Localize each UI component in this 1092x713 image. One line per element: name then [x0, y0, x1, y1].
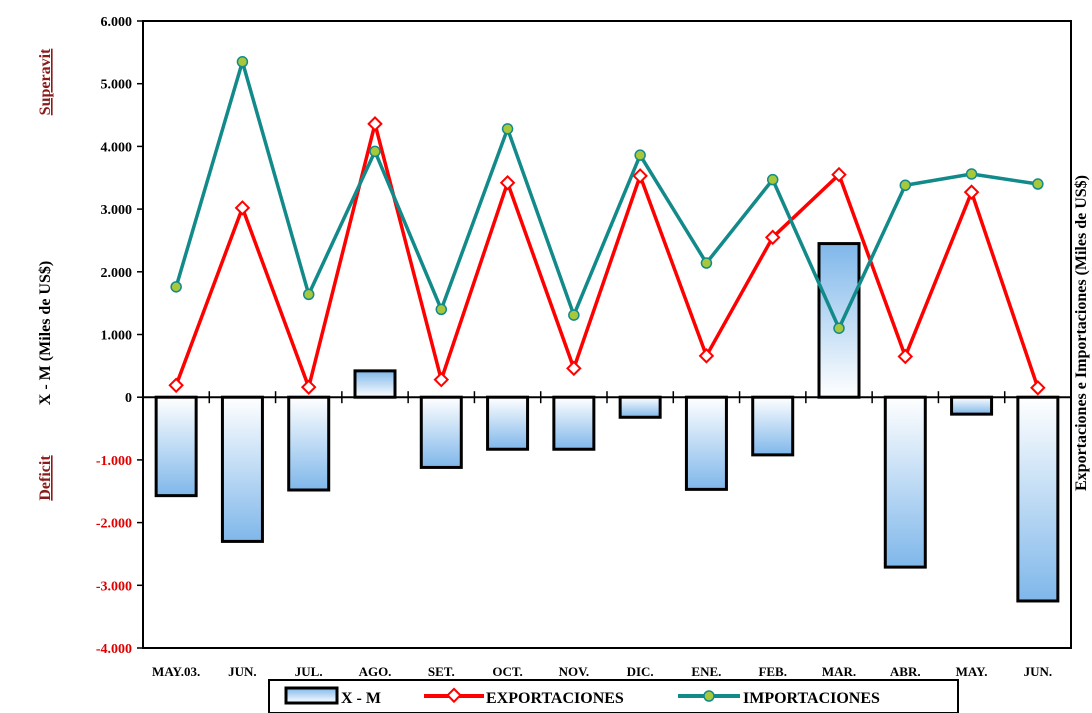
point-importaciones — [170, 281, 182, 293]
point-exportaciones — [566, 360, 582, 377]
y-tick-label: -4.000 — [96, 642, 132, 657]
bar-x-m — [817, 242, 861, 399]
annotation-deficit: Deficit — [37, 455, 54, 501]
bar-x-m — [220, 395, 264, 543]
x-tick-label: MAR. — [822, 664, 856, 679]
point-importaciones — [833, 322, 845, 334]
legend-label-x-m: X - M — [341, 690, 381, 707]
legend-marker-importaciones — [703, 690, 715, 702]
point-exportaciones — [499, 174, 516, 191]
point-exportaciones — [168, 377, 184, 394]
x-tick-label: AGO. — [359, 664, 392, 679]
bar-x-m — [751, 395, 795, 457]
legend-label-exportaciones: EXPORTACIONES — [486, 690, 624, 707]
annotation-superavit: Superavit — [37, 48, 54, 115]
point-exportaciones — [831, 166, 847, 183]
point-importaciones — [302, 288, 315, 301]
y-tick-label: 6.000 — [101, 15, 133, 30]
point-importaciones — [700, 257, 713, 269]
point-importaciones — [236, 56, 249, 68]
point-exportaciones — [764, 229, 781, 246]
bar-x-m — [154, 395, 198, 498]
bar-x-m — [486, 395, 530, 451]
legend-label-importaciones: IMPORTACIONES — [743, 690, 880, 707]
point-exportaciones — [698, 348, 715, 364]
point-exportaciones — [367, 116, 383, 132]
x-tick-label: ABR. — [890, 664, 921, 679]
y-tick-label: 2.000 — [101, 266, 133, 281]
bar-x-m — [419, 395, 463, 469]
x-tick-label: SET. — [428, 664, 455, 679]
bar-x-m — [1016, 395, 1060, 603]
y-axis-ticks: -4.000 -3.000 -2.000 -1.000 0 1.000 2.000 3.000… — [96, 15, 143, 657]
x-tick-label: DIC. — [627, 664, 654, 679]
point-exportaciones — [234, 200, 251, 216]
point-importaciones — [369, 145, 381, 158]
y-tick-label: 3.000 — [101, 203, 133, 218]
bar-x-m — [552, 395, 596, 451]
x-tick-label: OCT. — [492, 664, 522, 679]
point-importaciones — [899, 179, 912, 192]
y-tick-label: -2.000 — [96, 517, 132, 532]
y-tick-label: 4.000 — [101, 140, 133, 155]
point-importaciones — [965, 168, 978, 180]
y-axis-title-left: X - M (Miles de US$) — [37, 261, 54, 405]
y-tick-label: 5.000 — [101, 78, 133, 93]
bar-x-m — [287, 395, 331, 492]
x-tick-label: JUL. — [295, 664, 323, 679]
y-tick-label: 1.000 — [101, 329, 133, 344]
y-tick-label: -1.000 — [96, 454, 132, 469]
line-exportaciones — [174, 122, 1040, 389]
plot-area — [142, 20, 1072, 649]
y-tick-label: -3.000 — [96, 579, 132, 594]
bar-series-x-m — [154, 242, 1060, 603]
x-tick-label: JUN. — [228, 664, 257, 679]
point-exportaciones — [963, 184, 980, 200]
x-tick-label: FEB. — [758, 664, 787, 679]
y-axis-title-right: Exportaciones e Importaciones (Miles de … — [1073, 175, 1090, 491]
line-series — [168, 56, 1046, 396]
point-importaciones — [766, 173, 779, 186]
bar-x-m — [353, 369, 397, 399]
point-exportaciones — [433, 371, 450, 388]
x-tick-label: MAY.03. — [152, 664, 200, 679]
point-importaciones — [435, 303, 448, 316]
point-importaciones — [634, 149, 646, 161]
line-importaciones — [174, 60, 1039, 330]
x-tick-label: MAY. — [956, 664, 988, 679]
point-importaciones — [568, 309, 580, 321]
point-exportaciones — [897, 348, 914, 365]
x-axis-ticks: MAY.03.JUN.JUL.AGO.SET.OCT.NOV.DIC.ENE.0… — [142, 391, 1072, 698]
bar-x-m — [950, 395, 994, 416]
y-tick-label: 0 — [125, 391, 132, 406]
bar-x-m — [883, 395, 927, 569]
x-tick-label: JUN. — [1024, 664, 1053, 679]
legend-swatch-x-m — [284, 686, 339, 705]
bar-x-m — [684, 395, 728, 491]
point-importaciones — [501, 123, 514, 135]
x-tick-label: NOV. — [559, 664, 589, 679]
legend-marker-exportaciones — [446, 687, 462, 704]
point-exportaciones — [300, 379, 317, 395]
point-importaciones — [1032, 178, 1044, 190]
legend-box — [268, 679, 959, 713]
bar-x-m — [618, 395, 662, 419]
legend: X - M EXPORTACIONES IMPORTACIONES — [268, 679, 959, 713]
point-exportaciones — [632, 168, 648, 184]
point-exportaciones — [1030, 380, 1046, 396]
